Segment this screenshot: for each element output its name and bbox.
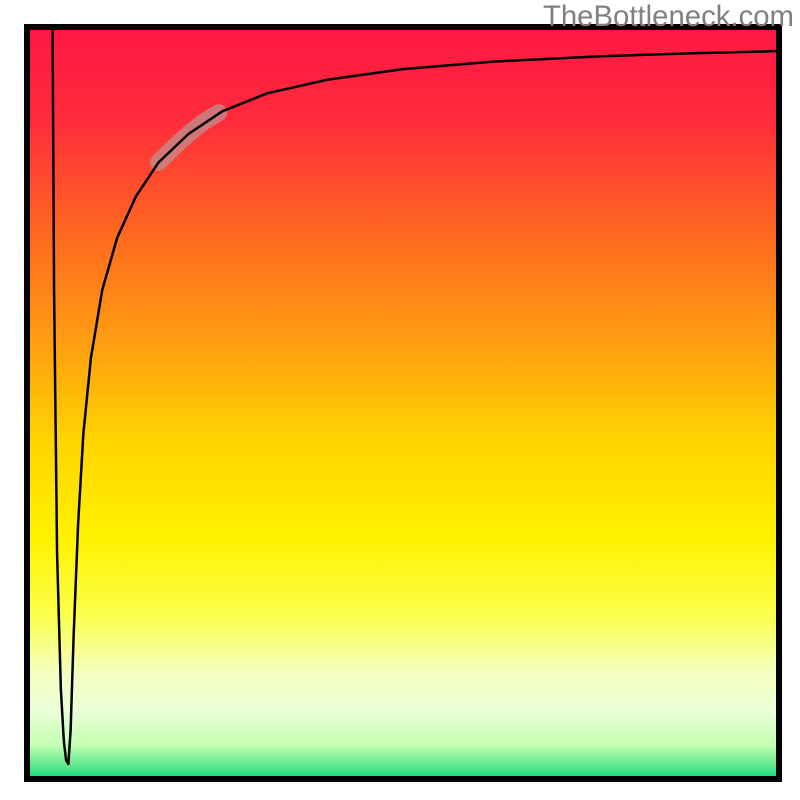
source-watermark: TheBottleneck.com — [543, 0, 794, 34]
bottleneck-curve-chart — [0, 0, 800, 800]
plot-background-gradient — [27, 27, 779, 779]
chart-container: TheBottleneck.com — [0, 0, 800, 800]
